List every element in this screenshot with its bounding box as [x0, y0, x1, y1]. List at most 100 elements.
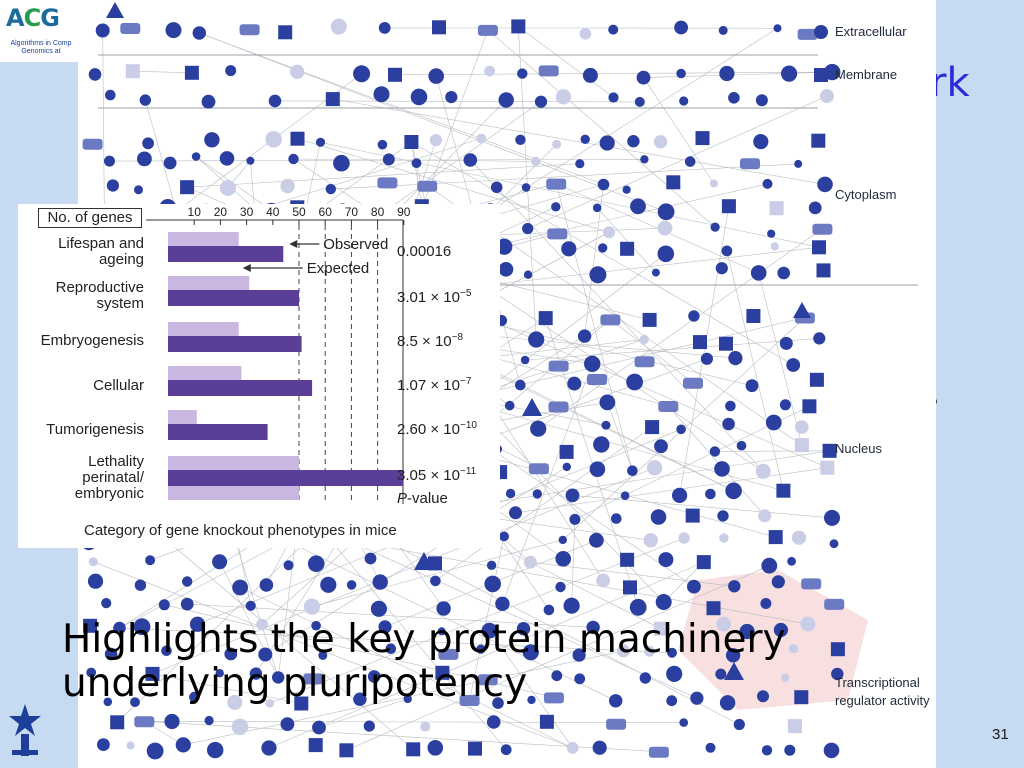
- network-node: [528, 331, 545, 348]
- network-node: [142, 137, 154, 150]
- network-node-square: [404, 135, 419, 149]
- network-edge: [469, 536, 505, 701]
- network-node: [629, 598, 647, 616]
- network-node: [824, 63, 841, 81]
- network-node-square: [468, 741, 482, 756]
- network-node: [165, 22, 182, 39]
- network-node: [427, 740, 444, 756]
- network-edge: [607, 402, 633, 471]
- tick-label: 70: [345, 205, 359, 219]
- network-node: [87, 573, 104, 589]
- network-node: [640, 155, 649, 164]
- network-node: [739, 623, 755, 640]
- network-edge: [311, 539, 563, 607]
- network-node: [521, 183, 531, 192]
- network-node-complex: [477, 674, 498, 686]
- pvalue-0: 0.00016: [397, 242, 451, 260]
- network-node: [325, 183, 336, 195]
- network-node: [678, 532, 690, 544]
- network-node: [496, 238, 513, 255]
- network-node: [268, 94, 282, 108]
- pvalue-3: 1.07 × 10−7: [397, 376, 471, 394]
- network-edge: [610, 319, 694, 383]
- network-node: [104, 155, 115, 167]
- tick-label: 80: [371, 205, 385, 219]
- network-node-complex: [377, 177, 398, 189]
- network-edge: [312, 518, 507, 750]
- network-node: [385, 643, 397, 654]
- network-edge: [502, 363, 593, 604]
- network-node: [767, 229, 776, 238]
- network-edge: [538, 228, 823, 429]
- network-node: [232, 579, 249, 596]
- network-node: [106, 179, 119, 192]
- category-label-lethality: Lethality perinatal/ embryonic: [74, 453, 144, 502]
- network-node: [498, 262, 514, 277]
- network-node: [622, 185, 631, 194]
- network-node-complex: [239, 24, 260, 36]
- network-node: [555, 551, 571, 567]
- network-node-square: [511, 19, 526, 34]
- membrane-legend-icon: [814, 68, 828, 82]
- network-node: [103, 697, 113, 707]
- network-node: [643, 533, 658, 548]
- network-node: [676, 424, 686, 435]
- network-node: [601, 420, 611, 430]
- network-node: [584, 355, 601, 372]
- tick-label: 50: [292, 205, 306, 219]
- network-node-square: [145, 666, 160, 681]
- network-node: [616, 644, 630, 658]
- network-node: [225, 65, 237, 77]
- bar-expected: [168, 486, 299, 500]
- network-node: [593, 436, 610, 453]
- network-node: [516, 622, 531, 636]
- network-node: [657, 220, 673, 236]
- network-node: [657, 203, 675, 221]
- network-edge: [679, 206, 730, 496]
- network-node: [372, 574, 388, 590]
- network-node: [204, 132, 220, 148]
- network-edge: [411, 141, 794, 366]
- network-node: [813, 332, 826, 345]
- bar-observed: [168, 290, 299, 306]
- network-node: [265, 131, 282, 148]
- network-node-square: [830, 642, 845, 657]
- network-node: [523, 270, 533, 279]
- network-node: [592, 203, 602, 213]
- network-node: [428, 68, 445, 84]
- network-node: [522, 223, 534, 235]
- network-node-complex: [658, 401, 679, 412]
- network-edge: [435, 426, 653, 582]
- network-node: [760, 598, 772, 609]
- network-node: [719, 65, 735, 82]
- pvalue-4: 2.60 × 10−10: [397, 420, 477, 438]
- network-node: [259, 578, 274, 592]
- network-node: [620, 491, 630, 501]
- network-node-square: [769, 201, 784, 216]
- network-node: [500, 744, 512, 756]
- network-node: [755, 463, 771, 479]
- network-node-square: [339, 743, 354, 758]
- network-edge: [346, 565, 770, 751]
- slide-title-fragment: rk: [930, 60, 970, 106]
- network-node: [575, 159, 585, 169]
- network-node: [674, 20, 688, 35]
- network-node: [786, 358, 801, 372]
- network-node: [779, 399, 791, 411]
- network-node: [164, 713, 180, 730]
- pvalue-header-rest: -value: [407, 490, 448, 507]
- network-node: [499, 531, 509, 542]
- network-node: [753, 134, 769, 150]
- network-edge: [571, 519, 576, 606]
- pvalue-exp: −8: [451, 332, 464, 343]
- network-node: [505, 488, 516, 499]
- network-node: [113, 621, 126, 635]
- network-edge: [518, 26, 614, 98]
- network-node: [781, 65, 798, 82]
- network-node: [761, 557, 778, 574]
- network-node: [145, 555, 156, 566]
- network-node: [569, 513, 581, 525]
- network-node: [709, 446, 721, 457]
- network-node: [307, 555, 325, 572]
- network-node-square: [812, 240, 826, 255]
